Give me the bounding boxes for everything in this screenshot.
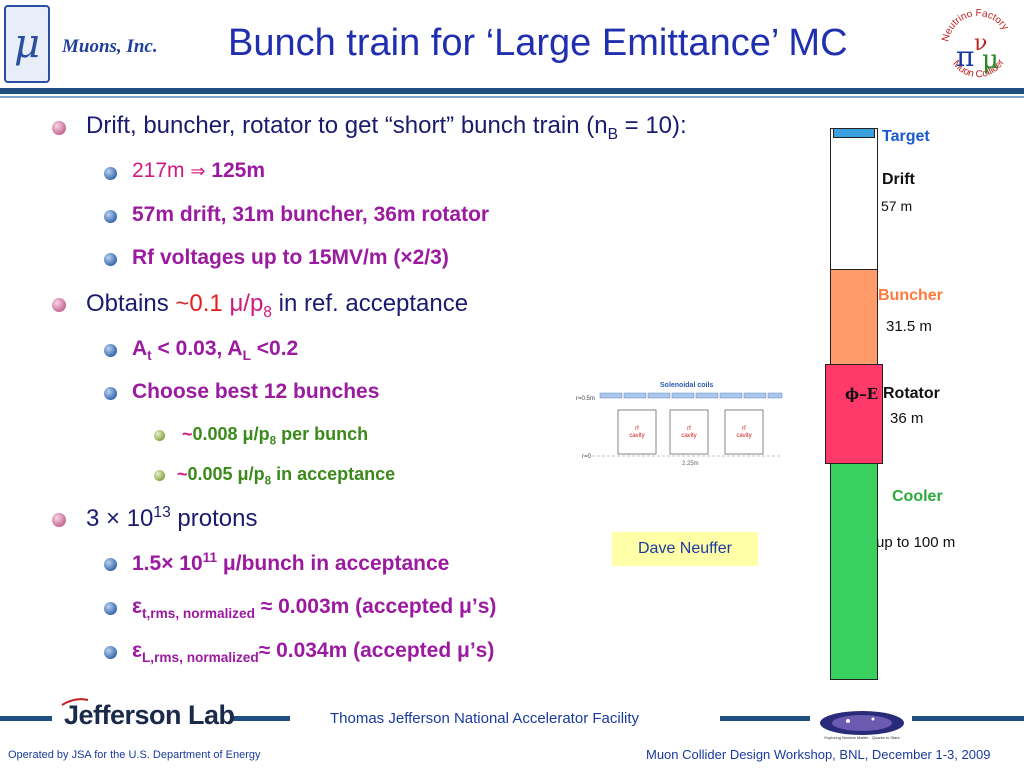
- cooler-segment: [830, 463, 878, 680]
- logo-mu: μ: [982, 45, 999, 75]
- bullet-drift-buncher-rotator: Drift, buncher, rotator to get “short” b…: [86, 112, 687, 143]
- drift-label: Drift: [882, 171, 915, 188]
- rf-cavity-diagram: Solenoidal coils r=0.5m r=0 rf cavity rf…: [576, 382, 783, 467]
- neutrino-factory-logo: Neutrino Factory Muon Collider π ν μ: [940, 8, 1010, 80]
- bullet-rf-voltages: Rf voltages up to 15MV/m (×2/3): [132, 246, 449, 269]
- bullet-dot: [52, 121, 66, 135]
- operated-by-text: Operated by JSA for the U.S. Department …: [8, 749, 261, 761]
- svg-text:cavity: cavity: [736, 433, 751, 439]
- jlab-swoosh-icon: [61, 698, 89, 706]
- drift-segment: [830, 128, 878, 270]
- cooler-length: up to 100 m: [876, 534, 956, 551]
- rotator-label: Rotator: [883, 385, 940, 402]
- svg-text:rf: rf: [635, 426, 639, 432]
- bullet-per-bunch: ~0.008 μ/p8 per bunch: [182, 424, 369, 448]
- bullet-dot: [154, 470, 165, 481]
- bullet-dot: [52, 513, 66, 527]
- buncher-length: 31.5 m: [886, 318, 932, 335]
- svg-text:cavity: cavity: [629, 433, 644, 439]
- bullet-dot: [104, 602, 117, 615]
- buncher-label: Buncher: [878, 287, 943, 304]
- svg-text:Exploring Nuclear Matter - Qua: Exploring Nuclear Matter - Quarks to Sta…: [824, 735, 899, 740]
- bullet-dot: [154, 430, 165, 441]
- solenoid-title: Solenoidal coils: [660, 382, 713, 389]
- organization-name: Muons, Inc.: [62, 36, 158, 57]
- phi-e-symbol: ϕ–E: [845, 385, 879, 403]
- footer-rule: [912, 716, 1024, 721]
- rf-cavity-3: [724, 409, 764, 455]
- r-bottom-label: r=0: [582, 454, 592, 460]
- bullet-lengths: 57m drift, 31m buncher, 36m rotator: [132, 203, 490, 226]
- rotator-segment: [825, 364, 883, 464]
- bullet-dot: [104, 558, 117, 571]
- bullet-dot: [52, 298, 66, 312]
- slide-title: Bunch train for ‘Large Emittance’ MC: [228, 22, 848, 64]
- solenoid-coils: [599, 392, 783, 399]
- bullet-obtains: Obtains ~0.1 μ/p8 in ref. acceptance: [86, 290, 469, 321]
- cavity-length: 2.25m: [682, 461, 699, 467]
- header-rule-thin: [0, 96, 1024, 98]
- workshop-info: Muon Collider Design Workshop, BNL, Dece…: [646, 747, 991, 762]
- bullet-dot: [104, 253, 117, 266]
- muons-inc-logo: μ: [4, 5, 50, 83]
- bullet-dot: [104, 210, 117, 223]
- r-top-label: r=0.5m: [576, 396, 595, 402]
- rf-cavity-1: [617, 409, 657, 455]
- bullet-dot: [104, 167, 117, 180]
- footer-rule: [0, 716, 52, 721]
- jefferson-lab-logo: Jefferson Lab: [64, 700, 235, 730]
- buncher-segment: [830, 269, 878, 365]
- bullet-best-12: Choose best 12 bunches: [132, 380, 380, 403]
- bullet-dot: [104, 387, 117, 400]
- footer-rule: [230, 716, 290, 721]
- doe-seal-icon: Exploring Nuclear Matter - Quarks to Sta…: [820, 711, 904, 740]
- svg-text:cavity: cavity: [681, 433, 696, 439]
- bullet-dot: [104, 646, 117, 659]
- bullet-217m-to-125m: 217m ⇒ 125m: [132, 159, 266, 182]
- bullet-dot: [104, 344, 117, 357]
- svg-text:rf: rf: [742, 426, 746, 432]
- drift-length: 57 m: [881, 198, 913, 214]
- bullet-protons: 3 × 1013 protons: [86, 504, 258, 532]
- logo-nu: ν: [974, 31, 987, 56]
- bullet-mu-per-bunch: 1.5× 1011 μ/bunch in acceptance: [132, 550, 450, 575]
- bullet-in-acceptance: ~0.005 μ/p8 in acceptance: [177, 464, 396, 488]
- footer-rule: [720, 716, 810, 721]
- bullet-eps-l: εL,rms, normalized≈ 0.034m (accepted μ’s…: [132, 639, 495, 666]
- logo-pi: π: [956, 40, 974, 73]
- bullet-acceptance-limits: At < 0.03, AL <0.2: [132, 337, 299, 364]
- rf-cavity-2: [669, 409, 709, 455]
- bullet-eps-t: εt,rms, normalized ≈ 0.003m (accepted μ’…: [132, 595, 497, 622]
- target-label: Target: [882, 128, 930, 145]
- credit-box: Dave Neuffer: [612, 532, 758, 566]
- header-rule: [0, 88, 1024, 94]
- svg-text:rf: rf: [687, 426, 691, 432]
- facility-name: Thomas Jefferson National Accelerator Fa…: [330, 710, 640, 727]
- rotator-length: 36 m: [890, 410, 924, 427]
- mu-logo-glyph: μ: [14, 21, 40, 67]
- cooler-label: Cooler: [892, 488, 943, 505]
